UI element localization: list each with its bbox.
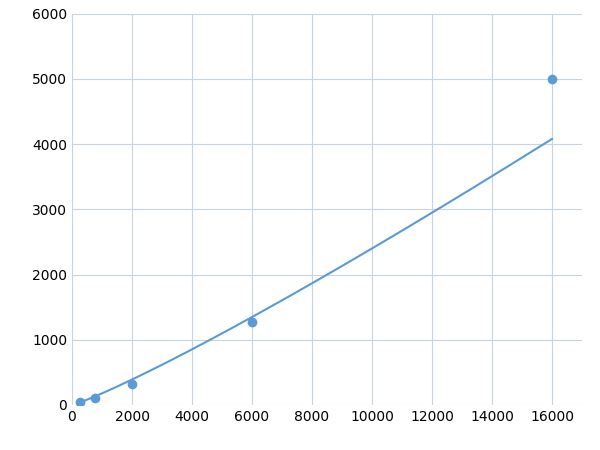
Point: [90, 395, 100, 402]
Point: [74, 398, 84, 405]
Point: [127, 380, 137, 387]
Point: [547, 75, 557, 82]
Point: [247, 319, 257, 326]
